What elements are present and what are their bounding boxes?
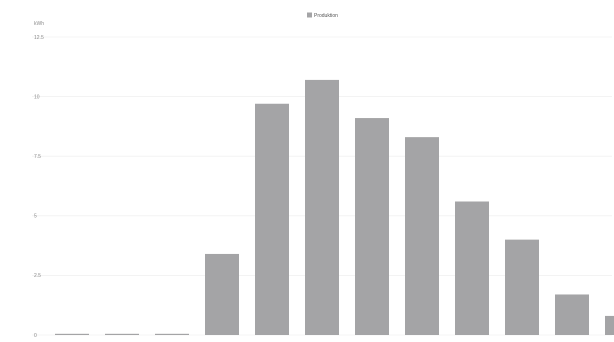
bar-2[interactable] xyxy=(105,333,139,335)
y-tick-label: 10 xyxy=(34,94,40,100)
bar-11[interactable] xyxy=(555,294,589,335)
bar-series xyxy=(55,79,614,335)
bar-1[interactable] xyxy=(55,333,89,335)
y-tick-label: 12.5 xyxy=(34,35,44,41)
y-tick-label: 0 xyxy=(34,333,37,339)
bar-4[interactable] xyxy=(205,253,239,335)
bar-7[interactable] xyxy=(355,118,389,335)
bar-6[interactable] xyxy=(305,79,339,335)
legend-label[interactable]: Produktion xyxy=(314,13,338,19)
y-axis: 0 2.5 5 7.5 10 12.5 xyxy=(34,35,44,339)
bar-12[interactable] xyxy=(605,315,614,335)
legend[interactable]: Produktion xyxy=(307,12,338,20)
y-axis-unit-label: kWh xyxy=(34,21,44,27)
legend-swatch[interactable] xyxy=(307,12,312,18)
y-tick-label: 5 xyxy=(34,214,37,220)
bar-8[interactable] xyxy=(405,137,439,335)
bar-3[interactable] xyxy=(155,333,189,335)
y-tick-label: 2.5 xyxy=(34,273,41,279)
bar-10[interactable] xyxy=(505,239,539,335)
bar-5[interactable] xyxy=(255,103,289,335)
y-tick-label: 7.5 xyxy=(34,154,41,160)
bar-9[interactable] xyxy=(455,201,489,335)
